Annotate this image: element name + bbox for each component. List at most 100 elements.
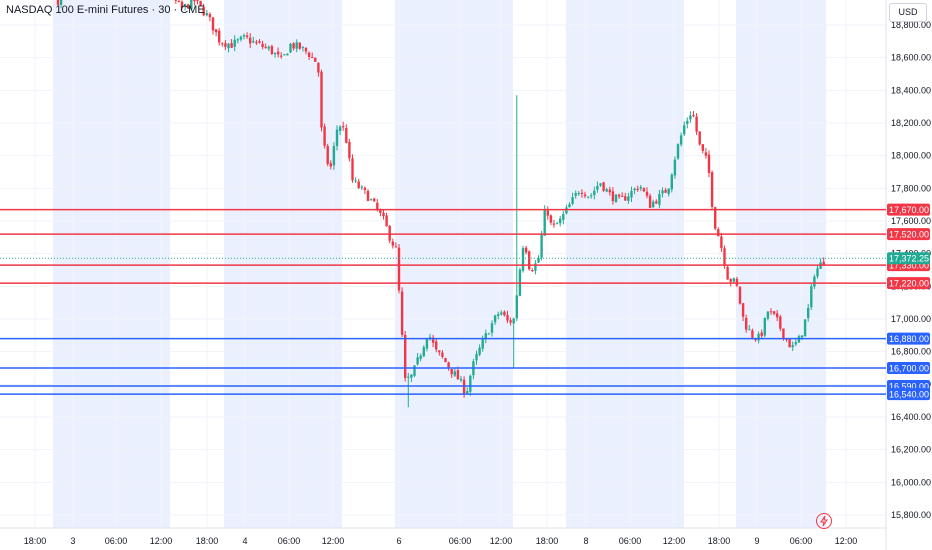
candle-body bbox=[611, 191, 615, 202]
candle-body bbox=[633, 188, 636, 191]
candle-body bbox=[664, 189, 667, 193]
candle-body bbox=[552, 223, 556, 225]
candle-body bbox=[692, 115, 695, 117]
candle-body bbox=[621, 195, 624, 197]
candle-body bbox=[462, 379, 466, 395]
candle-body bbox=[233, 39, 236, 47]
candle-body bbox=[797, 336, 801, 343]
candle-body bbox=[311, 57, 314, 59]
candle-body bbox=[326, 146, 329, 164]
y-tick-label: 18,400.00 bbox=[891, 85, 931, 95]
y-tick-label: 18,600.00 bbox=[891, 53, 931, 63]
candle-body bbox=[707, 154, 711, 173]
candle-body bbox=[345, 127, 348, 143]
candle-body bbox=[549, 215, 553, 223]
y-tick-label: 16,200.00 bbox=[891, 445, 931, 455]
candle-body bbox=[605, 189, 608, 192]
candle-body bbox=[444, 357, 447, 363]
candle-body bbox=[180, 1, 184, 8]
candle-body bbox=[317, 63, 320, 73]
candle-body bbox=[202, 6, 205, 16]
x-tick-label: 9 bbox=[754, 536, 759, 546]
x-tick-label: 6 bbox=[396, 536, 401, 546]
candle-body bbox=[441, 352, 444, 357]
candle-body bbox=[531, 270, 534, 272]
x-tick-label: 06:00 bbox=[619, 536, 642, 546]
price-level-tag bbox=[887, 203, 930, 216]
candle-body bbox=[174, 0, 177, 1]
candle-body bbox=[404, 334, 407, 379]
candle-body bbox=[211, 17, 215, 31]
candle-body bbox=[438, 350, 441, 353]
candle-body bbox=[59, 0, 63, 5]
candle-body bbox=[602, 182, 605, 191]
x-tick-label: 18:00 bbox=[708, 536, 731, 546]
price-level-label: 17,520.00 bbox=[889, 230, 929, 240]
candle-body bbox=[400, 291, 404, 335]
x-tick-label: 06:00 bbox=[449, 536, 472, 546]
last-price-label: 17,372.25 bbox=[889, 254, 929, 264]
y-tick-label: 17,000.00 bbox=[891, 314, 931, 324]
y-tick-label: 16,800.00 bbox=[891, 347, 931, 357]
lightning-glyph bbox=[820, 515, 828, 527]
candle-body bbox=[748, 329, 751, 331]
candle-body bbox=[332, 146, 336, 166]
price-level-label: 17,330.00 bbox=[889, 261, 929, 271]
candle-body bbox=[428, 337, 432, 339]
candle-body bbox=[500, 312, 503, 315]
candle-body bbox=[667, 188, 670, 195]
candle-body bbox=[652, 201, 655, 207]
candle-body bbox=[689, 115, 692, 120]
candle-body bbox=[512, 318, 515, 324]
currency-selector[interactable]: USD bbox=[889, 3, 927, 22]
candle-body bbox=[562, 213, 565, 220]
candle-body bbox=[673, 159, 677, 176]
candle-body bbox=[803, 319, 807, 337]
candle-body bbox=[255, 42, 258, 44]
candle-body bbox=[459, 378, 463, 381]
candle-body bbox=[810, 286, 813, 308]
candle-body bbox=[382, 212, 385, 217]
candle-body bbox=[314, 57, 317, 62]
candle-body bbox=[695, 116, 698, 132]
candle-body bbox=[596, 185, 599, 190]
candle-body bbox=[608, 189, 611, 193]
candle-body bbox=[772, 311, 776, 314]
candle-body bbox=[193, 0, 196, 2]
candle-body bbox=[394, 246, 398, 248]
candle-body bbox=[521, 248, 525, 271]
session-band bbox=[224, 0, 342, 528]
y-tick-label: 18,800.00 bbox=[891, 20, 931, 30]
candle-body bbox=[555, 223, 559, 225]
candle-body bbox=[245, 35, 249, 38]
candle-body bbox=[645, 191, 649, 196]
candle-body bbox=[205, 13, 208, 16]
candle-body bbox=[447, 362, 450, 368]
price-level-label: 16,540.00 bbox=[889, 390, 929, 400]
candle-body bbox=[661, 190, 664, 194]
session-band bbox=[53, 0, 170, 528]
x-tick-label: 06:00 bbox=[278, 536, 301, 546]
x-tick-label: 18:00 bbox=[536, 536, 559, 546]
x-tick-label: 18:00 bbox=[196, 536, 219, 546]
lightning-icon[interactable] bbox=[816, 513, 832, 529]
y-tick-label: 18,000.00 bbox=[891, 151, 931, 161]
candle-body bbox=[342, 126, 345, 128]
candle-body bbox=[397, 247, 401, 291]
candle-body bbox=[791, 345, 794, 348]
price-level-label: 17,670.00 bbox=[889, 205, 929, 215]
candle-body bbox=[289, 43, 292, 53]
candle-body bbox=[416, 357, 419, 365]
x-tick-label: 8 bbox=[583, 536, 588, 546]
candle-body bbox=[273, 52, 277, 55]
candle-body bbox=[683, 125, 686, 135]
candle-body bbox=[292, 43, 295, 49]
session-band bbox=[395, 0, 513, 528]
candle-body bbox=[509, 320, 512, 323]
candle-body bbox=[760, 332, 763, 337]
candle-body bbox=[726, 266, 729, 280]
candle-body bbox=[338, 126, 342, 131]
candle-body bbox=[348, 142, 351, 159]
candle-body bbox=[593, 190, 596, 195]
